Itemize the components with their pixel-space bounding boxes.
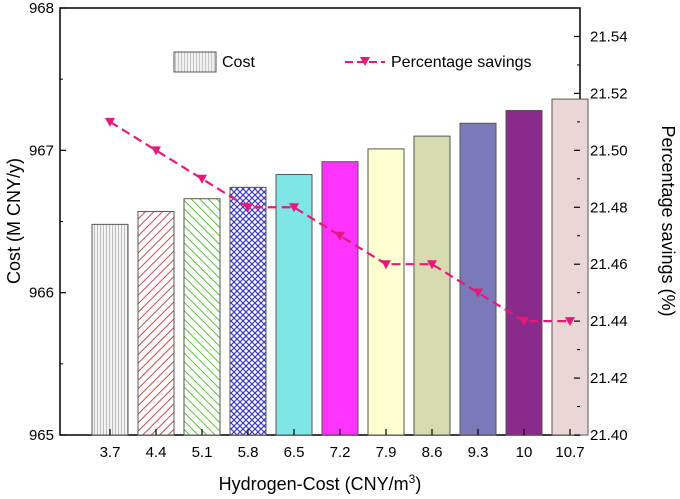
y-right-tick-label: 21.44 [590,313,628,330]
savings-point-10.7 [565,317,575,327]
x-axis-title-end: ) [415,474,421,494]
savings-point-7.9 [381,260,391,270]
x-tick-label: 5.8 [238,444,259,461]
savings-point-6.5 [289,203,299,213]
cost-bar-5.1 [183,198,221,436]
savings-point-4.4 [151,146,161,156]
x-axis-title: Hydrogen-Cost (CNY/m3) [219,472,422,494]
y-left-tick-label: 968 [29,0,54,17]
savings-point-5.8 [243,203,253,213]
cost-bar-10.7 [551,98,589,436]
x-tick-label: 6.5 [284,444,305,461]
legend: Cost Percentage savings [173,51,532,73]
y-right-tick-label: 21.42 [590,370,628,387]
savings-point-9.3 [473,288,483,298]
x-tick-label: 8.6 [422,444,443,461]
legend-savings-label: Percentage savings [391,54,532,71]
y-right-tick-label: 21.40 [590,427,628,444]
x-axis-title-sup: 3 [409,472,416,486]
x-tick-label: 5.1 [192,444,213,461]
legend-cost-label: Cost [222,54,255,71]
bars-layer [91,98,589,436]
y-axis-left-title: Cost (M CNY/y) [4,158,24,284]
savings-point-3.7 [105,117,115,127]
x-tick-label: 10 [516,444,533,461]
x-tick-label: 9.3 [468,444,489,461]
cost-bar-7.9 [367,148,405,436]
cost-bar-9.3 [459,122,497,436]
x-tick-label: 7.9 [376,444,397,461]
y-right-tick-label: 21.46 [590,256,628,273]
line-layer [105,117,575,327]
savings-point-7.2 [335,231,345,241]
y-left-tick-label: 966 [29,285,54,302]
x-tick-label: 7.2 [330,444,351,461]
y-right-tick-label: 21.52 [590,85,628,102]
axes-layer: 965 966 967 968 21.40 21.42 21.44 21.46 21.48 21.… [29,0,628,461]
y-right-tick-label: 21.48 [590,199,628,216]
legend-cost-swatch [173,51,217,73]
x-tick-label: 4.4 [146,444,167,461]
savings-point-8.6 [427,260,437,270]
cost-bar-7.2 [321,161,359,436]
cost-bar-4.4 [137,211,175,436]
cost-bar-6.5 [275,174,313,436]
y-left-tick-label: 967 [29,142,54,159]
y-axis-right-title: Percentage savings (%) [658,125,678,316]
y-left-tick-label: 965 [29,427,54,444]
savings-point-10 [519,317,529,327]
savings-point-5.1 [197,174,207,184]
cost-bar-5.8 [229,186,267,436]
y-right-tick-label: 21.50 [590,142,628,159]
cost-bar-8.6 [413,135,451,436]
x-axis-title-main: Hydrogen-Cost (CNY/m [219,474,409,494]
cost-bar-10 [505,109,543,436]
cost-bar-3.7 [91,223,129,436]
legend-savings-marker [360,57,370,66]
savings-line [109,120,570,323]
x-tick-label: 3.7 [100,444,121,461]
y-right-tick-label: 21.54 [590,28,628,45]
x-tick-label: 10.7 [555,444,584,461]
